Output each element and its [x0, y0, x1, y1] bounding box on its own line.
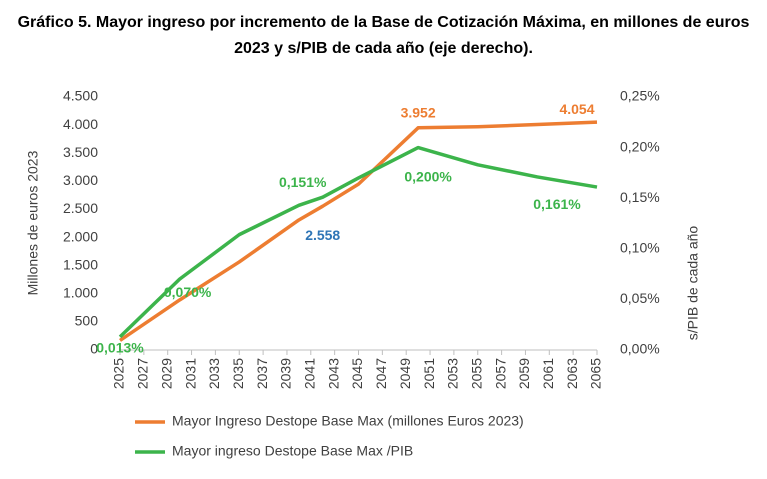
- x-tick-label: 2061: [540, 358, 556, 389]
- x-tick-label: 2049: [397, 358, 413, 389]
- x-tick-label: 2043: [325, 358, 341, 389]
- x-tick-label: 2037: [254, 358, 270, 389]
- data-label: 0,151%: [279, 174, 327, 190]
- x-tick-label: 2063: [564, 358, 580, 389]
- x-tick-label: 2025: [111, 358, 127, 389]
- y2-tick-label: 0,25%: [620, 88, 660, 104]
- x-tick-label: 2031: [182, 358, 198, 389]
- data-label: 0,161%: [533, 196, 581, 212]
- y-tick-label: 500: [75, 313, 99, 329]
- y2-tick-label: 0,20%: [620, 138, 660, 154]
- series-line: [119, 120, 598, 342]
- x-tick-label: 2035: [230, 358, 246, 389]
- x-tick-label: 2053: [445, 358, 461, 389]
- y-tick-label: 2.000: [63, 228, 98, 244]
- data-label: 3.952: [401, 105, 436, 121]
- x-tick-label: 2041: [302, 358, 318, 389]
- y2-axis-label: s/PIB de cada año: [685, 226, 701, 341]
- y2-tick-label: 0,00%: [620, 341, 660, 357]
- x-tick-label: 2039: [278, 358, 294, 389]
- x-tick-label: 2065: [588, 358, 604, 389]
- data-label: 0,070%: [164, 284, 212, 300]
- series-line: [118, 145, 598, 339]
- y-tick-label: 0: [90, 341, 98, 357]
- data-label: 0,200%: [404, 168, 452, 184]
- y-tick-label: 3.000: [63, 172, 98, 188]
- x-tick-label: 2027: [135, 358, 151, 389]
- y-tick-label: 1.000: [63, 284, 98, 300]
- y2-tick-label: 0,10%: [620, 240, 660, 256]
- x-tick-label: 2047: [373, 358, 389, 389]
- data-label: 4.054: [559, 101, 594, 117]
- x-tick-label: 2059: [516, 358, 532, 389]
- legend-label: Mayor ingreso Destope Base Max /PIB: [172, 443, 413, 459]
- y-tick-label: 4.500: [63, 88, 98, 104]
- y-tick-label: 1.500: [63, 256, 98, 272]
- legend-label: Mayor Ingreso Destope Base Max (millones…: [172, 413, 524, 429]
- x-tick-label: 2029: [158, 358, 174, 389]
- data-label: 0,013%: [96, 340, 144, 356]
- chart-title: Gráfico 5. Mayor ingreso por incremento …: [17, 14, 750, 57]
- y-tick-label: 2.500: [63, 200, 98, 216]
- x-tick-label: 2055: [468, 358, 484, 389]
- x-tick-label: 2057: [492, 358, 508, 389]
- y-axis-label: Millones de euros 2023: [25, 150, 41, 295]
- y2-tick-label: 0,15%: [620, 189, 660, 205]
- y-tick-label: 3.500: [63, 144, 98, 160]
- x-tick-label: 2033: [206, 358, 222, 389]
- x-tick-label: 2045: [349, 358, 365, 389]
- data-label: 2.558: [305, 227, 340, 243]
- x-tick-label: 2051: [421, 358, 437, 389]
- y2-tick-label: 0,05%: [620, 290, 660, 306]
- y-tick-label: 4.000: [63, 116, 98, 132]
